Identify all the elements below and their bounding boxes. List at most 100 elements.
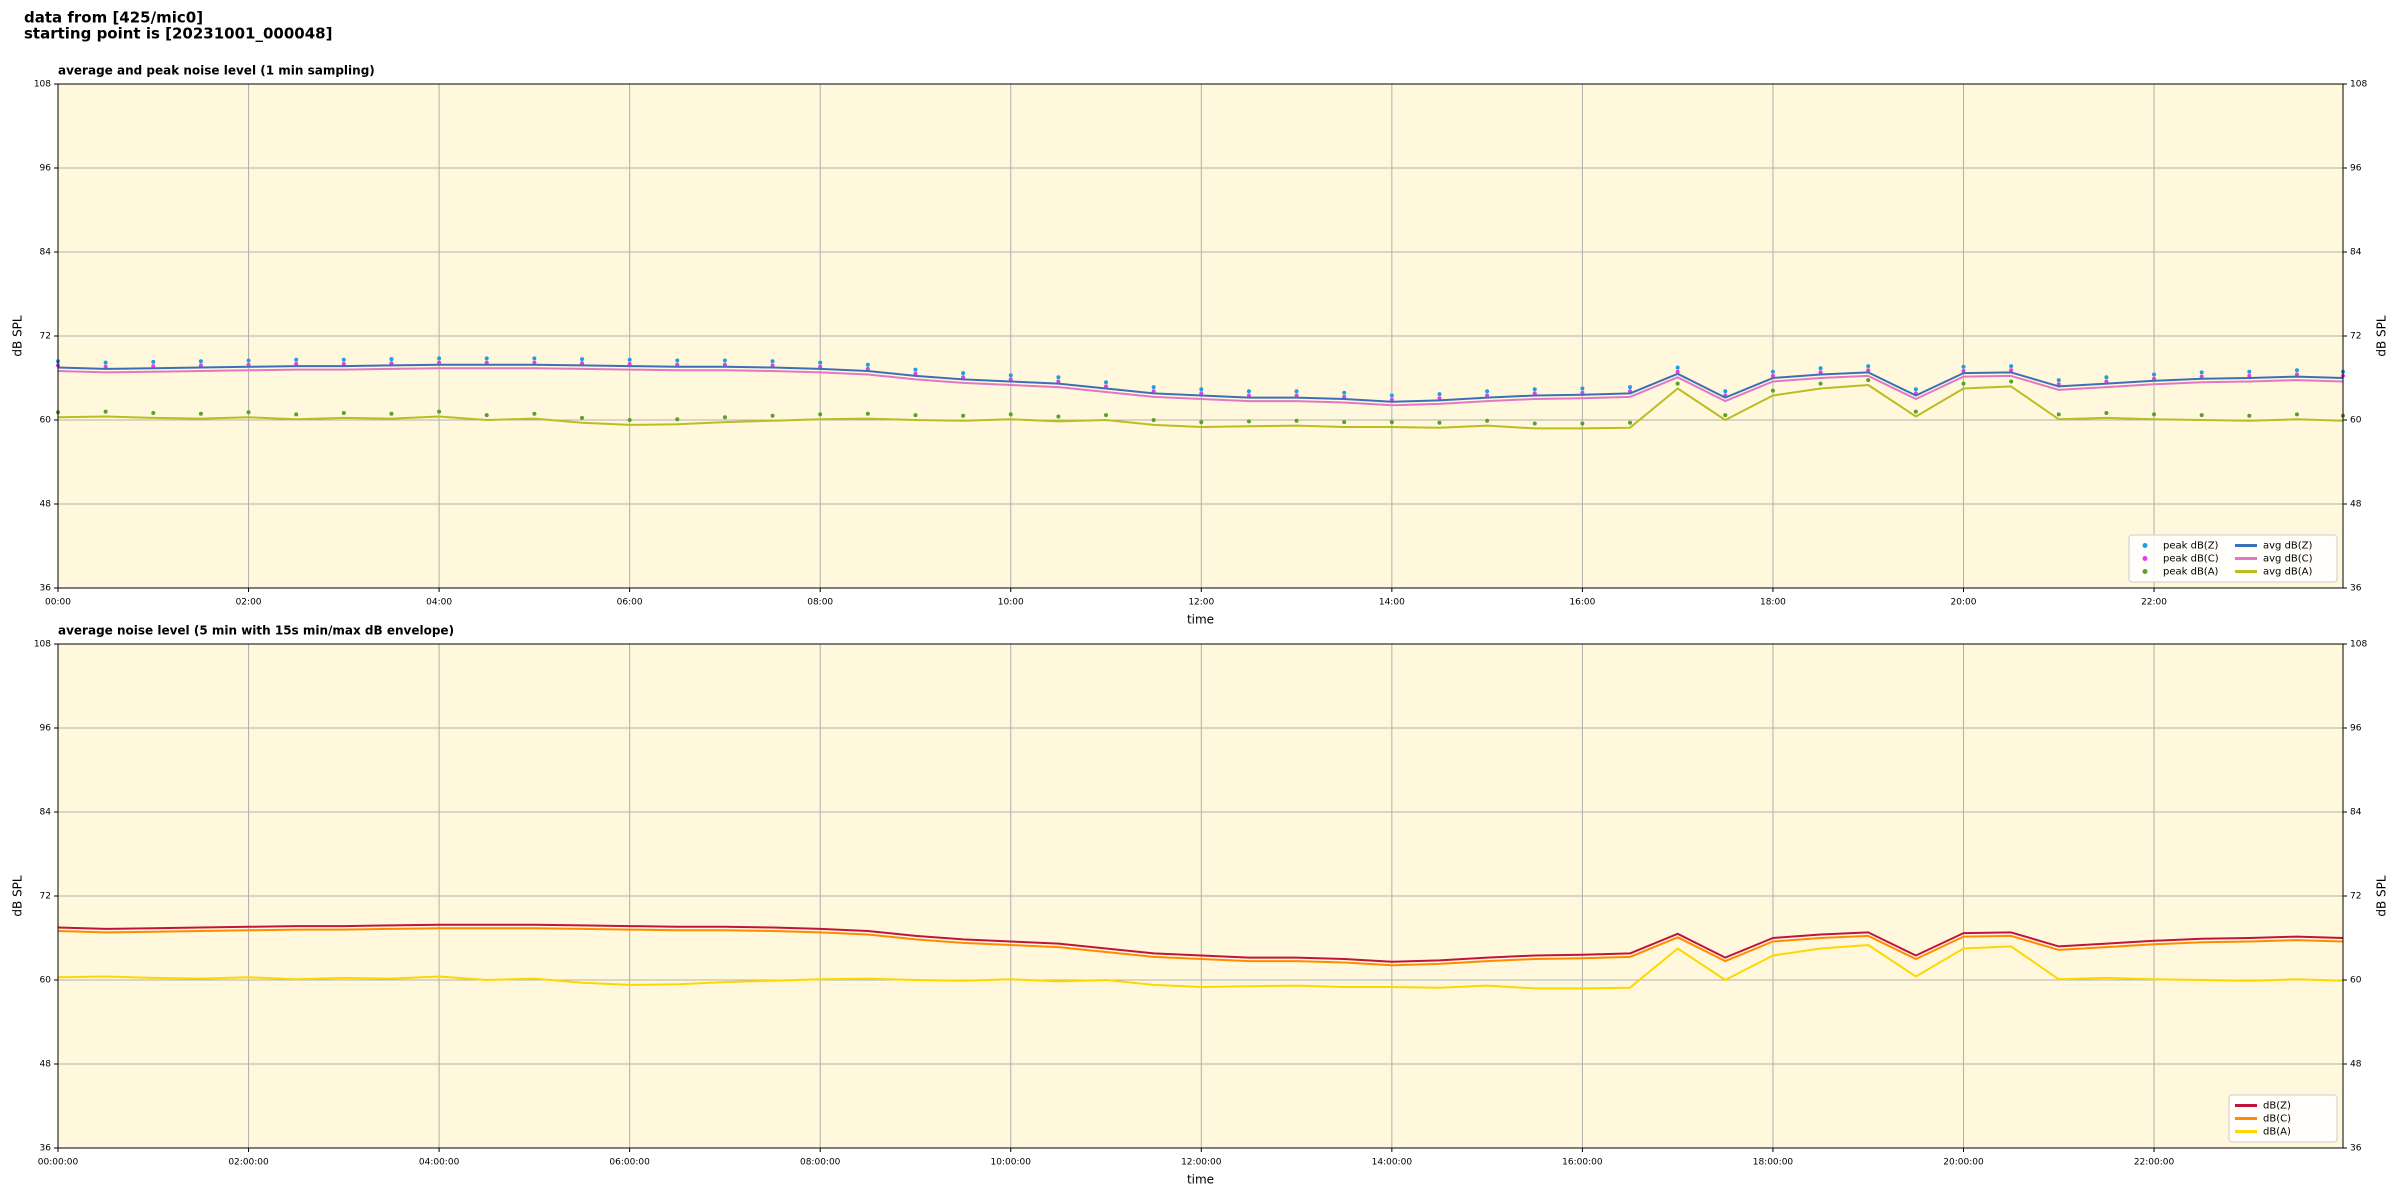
peak-point	[1199, 387, 1204, 392]
x-tick-label: 06:00	[617, 598, 643, 608]
peak-point	[1770, 388, 1775, 393]
peak-point	[1246, 419, 1251, 424]
peak-point	[1818, 381, 1823, 386]
peak-point	[722, 362, 727, 367]
peak-point	[580, 361, 585, 366]
peak-point	[1342, 390, 1347, 395]
peak-point	[198, 363, 203, 368]
x-tick-label: 10:00	[998, 598, 1024, 608]
peak-point	[2009, 368, 2014, 373]
legend-marker	[2142, 569, 2148, 574]
peak-point	[722, 415, 727, 420]
peak-point	[103, 409, 108, 414]
peak-point	[2247, 369, 2252, 374]
peak-point	[1151, 385, 1156, 390]
peak-point	[1866, 368, 1871, 373]
y-axis-label: dB SPL	[2375, 875, 2389, 917]
peak-point	[1437, 396, 1442, 401]
y-axis-label: dB SPL	[2375, 315, 2389, 357]
legend-label: dB(Z)	[2263, 1101, 2291, 1112]
y-tick-label: 48	[40, 500, 52, 510]
y-tick-label: 84	[2350, 248, 2362, 258]
y-tick-label: 72	[40, 892, 51, 902]
y-tick-label: 72	[2350, 332, 2361, 342]
y-tick-label: 84	[40, 248, 52, 258]
peak-point	[627, 362, 632, 366]
peak-point	[770, 363, 775, 368]
x-tick-label: 22:00	[2141, 598, 2167, 608]
peak-point	[675, 358, 680, 363]
legend-box	[2128, 534, 2338, 583]
x-tick-label: 08:00:00	[800, 1158, 841, 1168]
x-tick-label: 20:00	[1951, 598, 1977, 608]
peak-point	[103, 364, 108, 369]
y-tick-label: 96	[2350, 724, 2362, 734]
y-tick-label: 60	[2350, 976, 2362, 986]
x-tick-label: 14:00:00	[1372, 1158, 1413, 1168]
peak-point	[484, 356, 489, 361]
y-tick-label: 60	[40, 416, 52, 426]
peak-point	[1104, 413, 1109, 418]
legend-label: peak dB(Z)	[2163, 541, 2219, 552]
peak-point	[246, 362, 251, 367]
peak-point	[341, 411, 346, 415]
y-tick-label: 36	[40, 1144, 52, 1154]
legend-label: avg dB(C)	[2263, 554, 2313, 565]
peak-point	[151, 364, 156, 369]
peak-point	[389, 361, 394, 366]
x-tick-label: 04:00	[426, 598, 452, 608]
peak-point	[1532, 391, 1537, 396]
peak-point	[1389, 420, 1394, 425]
plot-frame	[57, 83, 2344, 589]
peak-point	[389, 357, 394, 362]
peak-point	[294, 412, 299, 417]
peak-point	[1008, 412, 1013, 417]
peak-point	[1485, 393, 1490, 398]
legend-label: dB(A)	[2263, 1127, 2291, 1138]
peak-point	[294, 362, 299, 366]
peak-point	[151, 411, 156, 415]
peak-point	[2009, 379, 2014, 384]
peak-point	[1294, 418, 1299, 423]
peak-point	[1770, 369, 1775, 374]
x-tick-label: 02:00:00	[228, 1158, 269, 1168]
peak-point	[1961, 381, 1966, 386]
y-tick-label: 72	[40, 332, 51, 342]
peak-point	[1675, 381, 1680, 386]
peak-point	[2152, 412, 2157, 417]
legend-marker	[2142, 556, 2148, 561]
peak-point	[1437, 392, 1442, 397]
series-line	[57, 944, 2344, 990]
peak-point	[1675, 369, 1680, 374]
peak-point	[246, 410, 251, 415]
peak-point	[2199, 370, 2204, 375]
y-tick-label: 36	[2350, 584, 2362, 594]
x-tick-label: 16:00:00	[1562, 1158, 1603, 1168]
peak-point	[341, 357, 346, 362]
peak-point	[1723, 413, 1728, 418]
peak-point	[2104, 375, 2109, 380]
peak-point	[770, 413, 775, 418]
peak-point	[1818, 366, 1823, 371]
x-tick-label: 14:00	[1379, 598, 1405, 608]
peak-point	[2104, 411, 2109, 415]
peak-point	[2199, 413, 2204, 418]
peak-point	[913, 413, 918, 418]
series-line	[57, 367, 2344, 407]
x-tick-label: 06:00:00	[609, 1158, 650, 1168]
peak-point	[2199, 374, 2204, 379]
y-tick-label: 48	[2350, 500, 2362, 510]
peak-point	[1485, 418, 1490, 423]
y-axis-label: dB SPL	[11, 875, 25, 917]
peak-point	[913, 367, 918, 372]
series-line	[57, 363, 2344, 403]
y-tick-label: 84	[2350, 808, 2362, 818]
peak-point	[437, 356, 442, 361]
y-tick-label: 48	[40, 1060, 52, 1070]
peak-point	[1532, 387, 1537, 392]
peak-point	[961, 413, 966, 418]
peak-point	[1008, 377, 1013, 382]
peak-point	[198, 359, 203, 364]
peak-point	[1580, 390, 1585, 395]
